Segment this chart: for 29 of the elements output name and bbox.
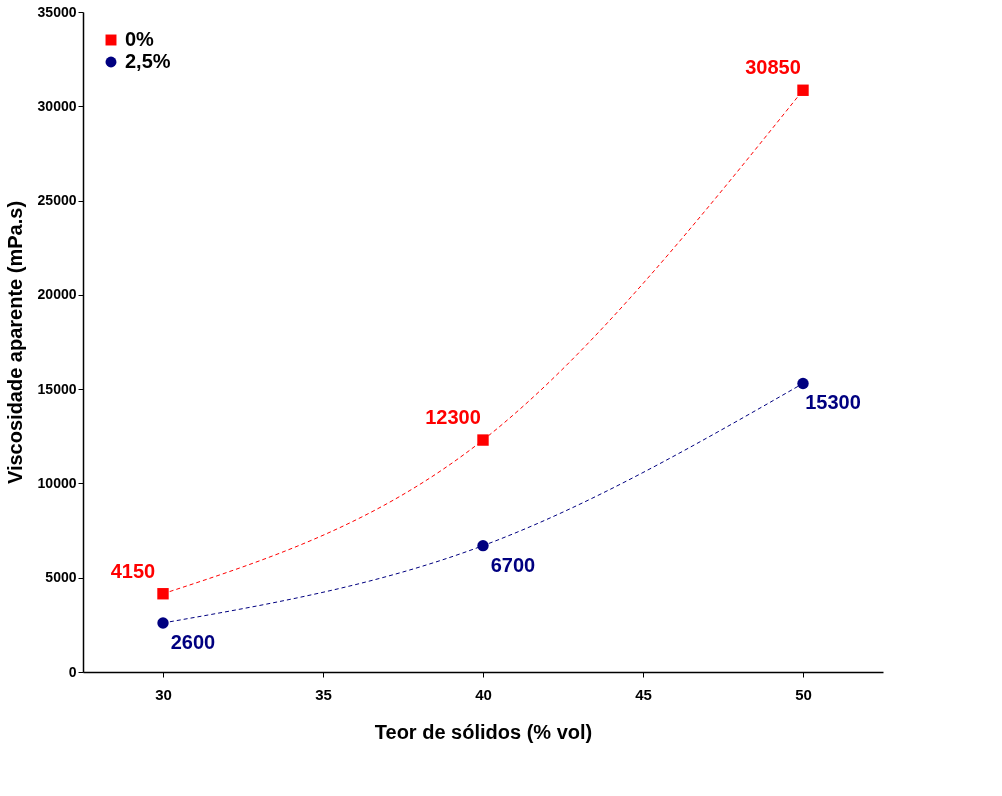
y-tick-label: 25000 [37, 192, 77, 209]
y-tick-label: 15000 [37, 380, 77, 397]
data-label: 2600 [170, 630, 216, 653]
y-tick-label: 10000 [37, 474, 77, 491]
y-axis-title: Viscosidade aparente (mPa.s) [3, 200, 26, 485]
point [797, 84, 809, 96]
y-tick-label: 0 [68, 663, 77, 680]
y-tick-label: 20000 [37, 286, 77, 303]
legend-label: 0% [125, 28, 155, 50]
y-tick-label: 5000 [45, 569, 77, 586]
y-tick-label: 35000 [37, 3, 77, 20]
point [157, 588, 169, 600]
x-tick-label: 50 [795, 685, 812, 703]
legend-label: 2,5% [125, 50, 171, 72]
point [477, 434, 489, 446]
x-tick-label: 35 [315, 685, 332, 703]
data-label: 30850 [745, 56, 801, 79]
point [157, 617, 169, 629]
data-label: 15300 [805, 391, 861, 414]
x-axis-title: Teor de sólidos (% vol) [374, 720, 593, 743]
data-label: 12300 [425, 406, 481, 429]
point [477, 539, 489, 552]
point [797, 377, 809, 390]
x-tick-label: 45 [635, 685, 652, 703]
x-tick-label: 30 [155, 685, 172, 703]
data-label: 4150 [110, 559, 156, 582]
data-label: 6700 [490, 553, 536, 576]
x-tick-label: 40 [475, 685, 492, 703]
y-tick-label: 30000 [37, 97, 77, 114]
